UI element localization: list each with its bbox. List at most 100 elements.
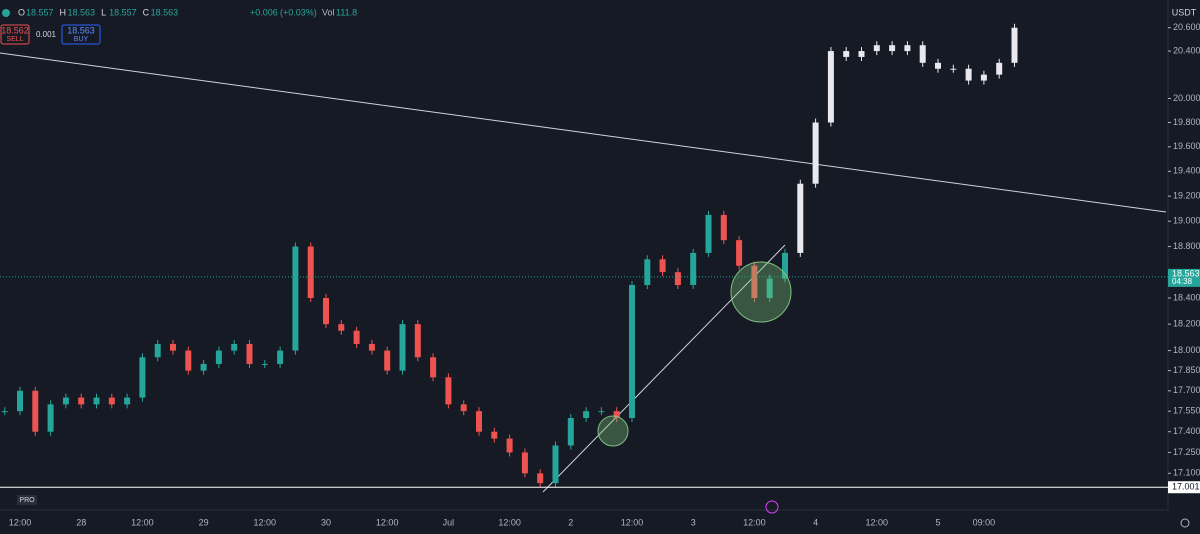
- candle: [47, 404, 54, 432]
- x-tick-label: 12:00: [866, 517, 889, 527]
- candle: [139, 357, 146, 398]
- level-label: 17.001: [1172, 482, 1200, 492]
- candle: [889, 45, 896, 52]
- candle: [613, 411, 620, 419]
- last-price-label: 18.563: [1172, 268, 1200, 278]
- sell-label[interactable]: SELL: [6, 36, 23, 43]
- candle: [154, 343, 161, 358]
- candle: [414, 324, 421, 358]
- candle: [537, 473, 544, 484]
- x-tick-label: 09:00: [973, 517, 996, 527]
- y-tick-label: 17.850: [1173, 365, 1200, 375]
- y-tick-label: 19.600: [1173, 141, 1200, 151]
- candle: [904, 45, 911, 52]
- candle: [445, 377, 452, 405]
- x-tick-label: 12:00: [131, 517, 154, 527]
- candle: [965, 68, 972, 81]
- y-tick-label: 18.800: [1173, 241, 1200, 251]
- x-tick-label: 12:00: [743, 517, 766, 527]
- candle: [674, 272, 681, 286]
- candle: [62, 397, 69, 405]
- sell-button[interactable]: [0, 24, 30, 45]
- x-tick-label: 30: [321, 517, 331, 527]
- volume: 111.8: [336, 7, 357, 17]
- countdown: 04:38: [1172, 277, 1193, 286]
- candle: [307, 246, 314, 298]
- x-tick-label: 12:00: [9, 517, 32, 527]
- candle: [323, 297, 329, 325]
- candle: [1, 411, 8, 413]
- candle: [430, 357, 437, 378]
- ohlc-value: 18.557: [26, 7, 54, 17]
- candle: [108, 397, 115, 405]
- x-tick-label: 12:00: [621, 517, 644, 527]
- candle: [919, 45, 926, 63]
- x-tick-label: 2: [568, 517, 573, 527]
- candle: [583, 411, 590, 419]
- x-tick-label: 4: [813, 517, 818, 527]
- candle: [292, 246, 299, 351]
- candle: [629, 285, 635, 419]
- x-tick-label: 5: [935, 517, 940, 527]
- candle: [521, 452, 528, 474]
- candle: [873, 45, 880, 52]
- trendline: [0, 52, 1167, 213]
- status-dot: [2, 9, 10, 17]
- candle: [353, 330, 360, 344]
- y-tick-label: 18.400: [1173, 292, 1200, 302]
- event-icon[interactable]: [765, 500, 779, 514]
- currency[interactable]: USDT: [1172, 7, 1197, 17]
- candle: [124, 397, 131, 405]
- candle: [399, 324, 406, 371]
- ohlc-label: L: [101, 7, 106, 17]
- candle: [93, 397, 100, 405]
- candle: [782, 252, 788, 279]
- logo: PRO: [19, 497, 35, 504]
- y-tick-label: 18.200: [1173, 319, 1200, 329]
- last-price-tag: [1168, 268, 1200, 287]
- x-tick-label: 3: [691, 517, 696, 527]
- volume-label: Vol: [322, 7, 335, 17]
- candle: [935, 62, 941, 69]
- candle: [78, 397, 85, 405]
- trendline: [542, 244, 786, 493]
- candle: [231, 343, 238, 351]
- y-tick-label: 17.100: [1173, 468, 1200, 478]
- candle: [736, 240, 743, 266]
- ohlc-value: 18.563: [151, 7, 179, 17]
- buy-button[interactable]: [61, 24, 101, 45]
- settings-icon[interactable]: [1180, 518, 1190, 528]
- buy-label[interactable]: BUY: [74, 36, 89, 43]
- y-tick-label: 19.200: [1173, 191, 1200, 201]
- candle: [690, 252, 697, 286]
- x-tick-label: 12:00: [498, 517, 521, 527]
- candle: [368, 343, 375, 351]
- ohlc-label: H: [60, 7, 67, 17]
- x-tick-label: 12:00: [376, 517, 399, 527]
- buy-price[interactable]: 18.563: [67, 25, 95, 35]
- candle: [277, 350, 284, 364]
- y-tick-label: 19.800: [1173, 117, 1200, 127]
- y-tick-label: 17.250: [1173, 447, 1200, 457]
- sell-price[interactable]: 18.562: [1, 25, 29, 35]
- ohlc-label: C: [143, 7, 150, 17]
- change-pct: (+0.03%): [280, 7, 317, 17]
- y-tick-label: 20.000: [1173, 93, 1200, 103]
- candle: [598, 411, 605, 413]
- candle: [812, 122, 819, 184]
- spread: 0.001: [36, 30, 57, 39]
- candle: [506, 438, 513, 453]
- y-tick-label: 17.550: [1173, 406, 1200, 416]
- x-tick-label: Jul: [443, 517, 455, 527]
- candle: [659, 259, 666, 273]
- candle: [644, 259, 651, 286]
- candle: [476, 411, 482, 432]
- candle: [827, 51, 834, 123]
- x-tick-label: 28: [76, 517, 86, 527]
- candle: [185, 350, 192, 371]
- candle: [261, 363, 268, 365]
- candle: [384, 350, 391, 371]
- ohlc-label: O: [18, 7, 25, 17]
- candle: [950, 68, 957, 70]
